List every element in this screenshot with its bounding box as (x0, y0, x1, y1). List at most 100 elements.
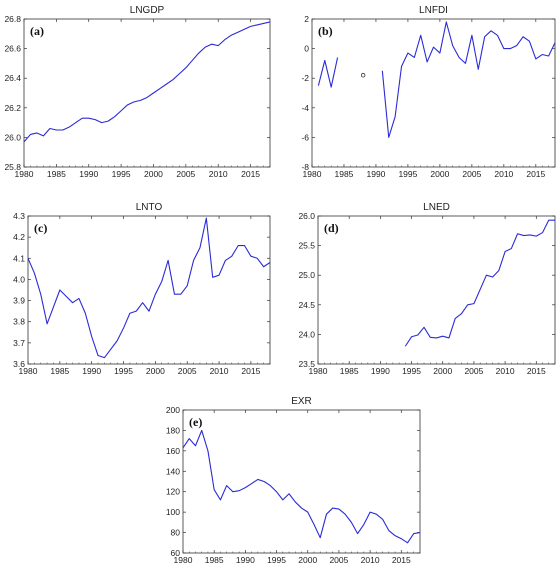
x-tick-label: 2005 (329, 555, 348, 565)
y-tick-label: 200 (166, 405, 180, 415)
x-tick-label: 2010 (210, 366, 229, 376)
y-tick-label: 26.0 (298, 211, 315, 221)
panel-label: (e) (189, 415, 202, 429)
x-tick-label: 1995 (114, 366, 133, 376)
x-tick-label: 2000 (298, 555, 317, 565)
y-tick-label: 4.2 (13, 232, 25, 242)
y-tick-label: 25.5 (298, 241, 315, 251)
plot-frame (182, 409, 421, 554)
panel-lngdp: LNGDP (a) 1980 1985 1990 1995 2000 2005 2010 2015… (4, 5, 271, 179)
x-tick-label: 1985 (340, 366, 359, 376)
y-tick-label: 4.0 (13, 274, 25, 284)
y-tick-label: 4.1 (13, 253, 25, 263)
x-tick-label: 2010 (494, 169, 513, 179)
x-tick-label: 2005 (462, 169, 481, 179)
y-tick-label: 120 (166, 487, 180, 497)
x-tick-label: 1995 (398, 169, 417, 179)
y-tick-label: 60 (171, 548, 181, 558)
panel-label: (a) (30, 24, 44, 38)
y-tick-label: 3.7 (13, 338, 25, 348)
y-tick-label: 2 (304, 14, 309, 24)
panel-label: (d) (324, 221, 339, 235)
y-tick-label: 3.8 (13, 317, 25, 327)
panel-lnfdi: LNFDI (b) 1980 1985 1990 1995 2000 2005 2010 2015… (301, 5, 556, 179)
y-tick-label: 100 (166, 507, 180, 517)
y-tick-label: -6 (301, 132, 309, 142)
x-tick-label: 2015 (526, 169, 545, 179)
chart-title: LNED (423, 202, 450, 213)
x-tick-label: 2015 (241, 366, 260, 376)
chart-title: LNTO (136, 202, 163, 213)
x-tick-label: 1980 (19, 366, 38, 376)
x-tick-label: 1990 (371, 366, 390, 376)
y-tick-label: 3.9 (13, 296, 25, 306)
panel-label: (b) (318, 24, 333, 38)
panel-exr: EXR (e) 1980 1985 1990 1995 2000 2005 2010 2015 60… (166, 396, 421, 565)
x-tick-label: 2015 (241, 169, 260, 179)
x-tick-label: 1980 (174, 555, 193, 565)
x-tick-label: 2005 (176, 169, 195, 179)
y-tick-label: 25.0 (298, 270, 315, 280)
y-tick-label: 25.8 (4, 162, 21, 172)
x-tick-label: 2000 (433, 366, 452, 376)
chart-title: LNFDI (419, 5, 448, 16)
y-tick-label: 26.2 (4, 103, 21, 113)
y-tick-label: 24.0 (298, 329, 315, 339)
plot-frame (27, 215, 271, 365)
y-tick-label: 26.0 (4, 132, 21, 142)
x-tick-label: 1985 (50, 366, 69, 376)
y-tick-label: 80 (171, 528, 181, 538)
y-tick-label: 160 (166, 446, 180, 456)
y-tick-label: -2 (301, 73, 309, 83)
y-tick-label: -4 (301, 103, 309, 113)
y-tick-label: 140 (166, 466, 180, 476)
panel-lned: LNED (d) 1980 1985 1990 1995 2000 2005 2010 2015 2… (298, 202, 556, 376)
x-tick-label: 2010 (361, 555, 380, 565)
series-line (317, 21, 556, 138)
y-tick-label: 180 (166, 425, 180, 435)
x-tick-label: 2010 (209, 169, 228, 179)
x-tick-label: 2000 (146, 366, 165, 376)
x-tick-label: 1995 (402, 366, 421, 376)
series-line (23, 21, 271, 143)
plot-frame (311, 18, 556, 168)
x-tick-label: 2005 (464, 366, 483, 376)
x-tick-label: 2015 (392, 555, 411, 565)
series-line (27, 217, 271, 359)
y-tick-label: 26.4 (4, 73, 21, 83)
data-point (360, 73, 366, 78)
series-line (182, 429, 421, 544)
x-tick-label: 1990 (82, 366, 101, 376)
y-tick-label: 4.3 (13, 211, 25, 221)
plot-frame (23, 18, 271, 168)
y-tick-label: 26.6 (4, 44, 21, 54)
y-tick-label: 24.5 (298, 300, 315, 310)
y-tick-label: 3.6 (13, 359, 25, 369)
x-tick-label: 2010 (496, 366, 515, 376)
x-tick-label: 2005 (178, 366, 197, 376)
chart-title: EXR (291, 396, 312, 407)
x-tick-label: 2000 (430, 169, 449, 179)
x-tick-label: 1990 (79, 169, 98, 179)
series-line (404, 219, 555, 347)
x-tick-label: 2000 (144, 169, 163, 179)
y-tick-label: 23.5 (298, 359, 315, 369)
x-tick-label: 1985 (335, 169, 354, 179)
panel-lnto: LNTO (c) 1980 1985 1990 1995 2000 2005 2010 2015 3… (13, 202, 271, 376)
x-tick-label: 1980 (303, 169, 322, 179)
x-tick-label: 1985 (47, 169, 66, 179)
plot-frame (317, 215, 556, 365)
x-tick-label: 1980 (15, 169, 34, 179)
y-tick-label: 0 (304, 44, 309, 54)
panel-label: (c) (34, 221, 47, 235)
x-tick-label: 1985 (205, 555, 224, 565)
x-tick-label: 1990 (366, 169, 385, 179)
x-tick-label: 2015 (527, 366, 546, 376)
chart-title: LNGDP (130, 5, 165, 16)
x-tick-label: 1980 (309, 366, 328, 376)
x-tick-label: 1995 (112, 169, 131, 179)
x-tick-label: 1990 (236, 555, 255, 565)
x-tick-label: 1995 (267, 555, 286, 565)
y-tick-label: 26.8 (4, 14, 21, 24)
